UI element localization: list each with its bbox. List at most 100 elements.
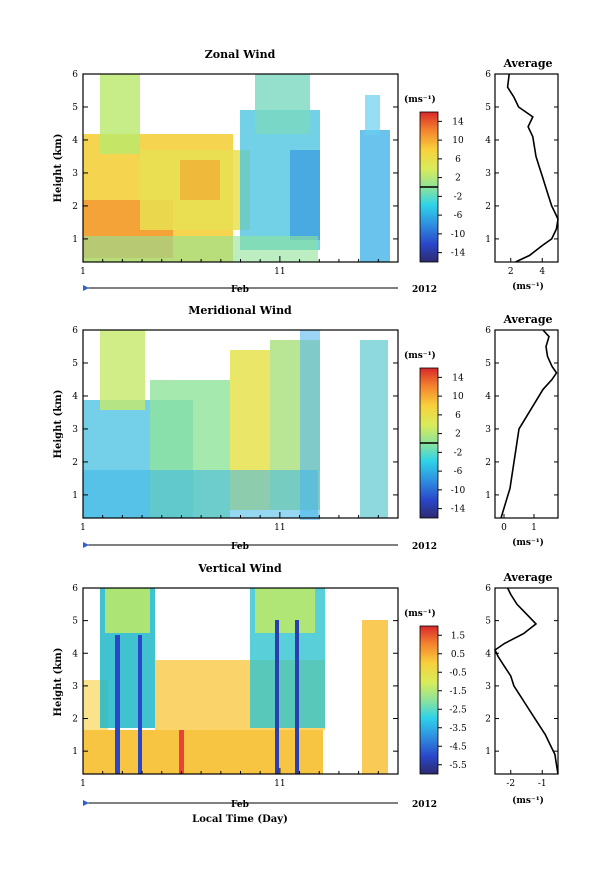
year-label: 2012 [412, 800, 437, 810]
colorbar-tick-label: -1.5 [449, 687, 467, 697]
data-gap [322, 330, 358, 518]
data-layer [360, 340, 388, 518]
profile-y-tick-label: 4 [485, 649, 491, 659]
profile-x-tick-label: 0 [501, 523, 507, 533]
data-layer [83, 236, 318, 262]
month-label: Feb [231, 800, 249, 810]
data-layer [83, 470, 318, 518]
profile-y-tick-label: 5 [485, 103, 491, 113]
colorbar-tick-label: -5.5 [449, 761, 467, 771]
y-tick-label: 4 [72, 392, 78, 402]
y-tick-label: 6 [72, 326, 78, 336]
profile-title: Average [502, 57, 552, 70]
colorbar-tick-label: 2 [455, 430, 461, 440]
colorbar-tick-label: 14 [452, 373, 464, 383]
profile-y-tick-label: 3 [485, 682, 491, 692]
colorbar-tick-label: -2 [454, 192, 463, 202]
y-tick-label: 1 [72, 235, 78, 245]
profile-title: Average [502, 571, 552, 584]
y-tick-label: 3 [72, 682, 78, 692]
profile-frame [494, 329, 559, 519]
y-axis-label: Height (km) [53, 390, 64, 459]
profile-line [493, 587, 559, 775]
profile-y-tick-label: 1 [485, 235, 491, 245]
colorbar: (ms⁻¹) 14 10 6 2 -2 -6 -10 -14 [404, 350, 466, 519]
colorbar-tick-label: -6 [454, 211, 463, 221]
x-tick-label: 11 [274, 779, 285, 789]
heatmap-zonal [82, 73, 399, 263]
colorbar-tick-label: -2.5 [449, 705, 467, 715]
profile-frame [494, 587, 559, 775]
y-tick-label: 4 [72, 136, 78, 146]
colorbar-tick-label: -4.5 [449, 742, 467, 752]
x-tick-label: 1 [80, 779, 86, 789]
data-layer [255, 588, 315, 633]
colorbar: (ms⁻¹) 1.5 0.5 -0.5 -1.5 -2.5 -3.5 -4.5 -5.5 [404, 608, 467, 775]
y-tick-label: 3 [72, 169, 78, 179]
year-label: 2012 [412, 285, 437, 295]
colorbar-unit: (ms⁻¹) [404, 94, 436, 105]
year-label: 2012 [412, 542, 437, 552]
heatmap-meridional [82, 329, 399, 520]
colorbar-tick-label: 10 [452, 136, 464, 146]
data-layer [180, 160, 220, 200]
data-layer [138, 635, 142, 774]
month-label: Feb [231, 542, 249, 552]
profile-x-tick-label: -1 [538, 779, 547, 789]
data-layer [83, 730, 323, 774]
y-tick-label: 2 [72, 458, 78, 468]
data-layer [179, 730, 184, 774]
profile-x-tick-label: -2 [506, 779, 515, 789]
x-tick-label: 1 [80, 267, 86, 277]
data-layer [362, 620, 388, 774]
x-tick-label: 1 [80, 523, 86, 533]
data-layer [115, 635, 120, 774]
colorbar-tick-label: 14 [452, 117, 464, 127]
colorbar-tick-label: -14 [451, 249, 466, 259]
colorbar-unit: (ms⁻¹) [404, 608, 436, 619]
data-gap [322, 74, 358, 262]
data-layer [100, 74, 140, 154]
profile-y-tick-label: 5 [485, 617, 491, 627]
y-tick-label: 6 [72, 70, 78, 80]
profile-title: Average [502, 313, 552, 326]
month-label: Feb [231, 285, 249, 295]
profile-line [506, 73, 559, 263]
profile-y-tick-label: 4 [485, 136, 491, 146]
profile-y-tick-label: 2 [485, 715, 491, 725]
y-tick-label: 5 [72, 103, 78, 113]
y-tick-label: 5 [72, 359, 78, 369]
profile-y-tick-label: 4 [485, 392, 491, 402]
profile-x-tick-label: 1 [531, 523, 537, 533]
colorbar-tick-label: 10 [452, 392, 464, 402]
x-ticks: 1 11 [80, 512, 399, 533]
profile-y-tick-label: 3 [485, 169, 491, 179]
profile-y-tick-label: 6 [485, 584, 491, 594]
colorbar-tick-label: -10 [451, 230, 466, 240]
date-line: Feb 2012 [83, 800, 437, 810]
data-layer [365, 95, 380, 135]
y-ticks: 1 2 3 4 5 6 [72, 584, 398, 757]
data-layer [290, 150, 320, 240]
data-layer [105, 588, 150, 633]
data-layer [275, 620, 279, 774]
x-tick-label: 11 [274, 267, 285, 277]
colorbar-tick-label: -0.5 [449, 668, 467, 678]
profile-y-tick-label: 6 [485, 326, 491, 336]
y-tick-label: 1 [72, 747, 78, 757]
colorbar-tick-label: 6 [455, 411, 461, 421]
heatmap-vertical [82, 587, 399, 775]
y-axis-label: Height (km) [53, 134, 64, 203]
profile-xlabel: (ms⁻¹) [512, 537, 544, 548]
profile-y-tick-label: 6 [485, 70, 491, 80]
colorbar-tick-label: 2 [455, 174, 461, 184]
average-profile: Average (ms⁻¹) 1 2 3 4 5 6 2 4 [485, 57, 559, 292]
data-layer [100, 330, 145, 410]
profile-y-tick-label: 2 [485, 202, 491, 212]
profile-y-tick-label: 3 [485, 425, 491, 435]
average-profile: Average (ms⁻¹) 1 2 3 4 5 6 0 1 [485, 313, 559, 548]
colorbar-ticks: 14 10 6 2 -2 -6 -10 -14 [420, 117, 466, 259]
y-tick-label: 4 [72, 649, 78, 659]
x-tick-label: 11 [274, 523, 285, 533]
